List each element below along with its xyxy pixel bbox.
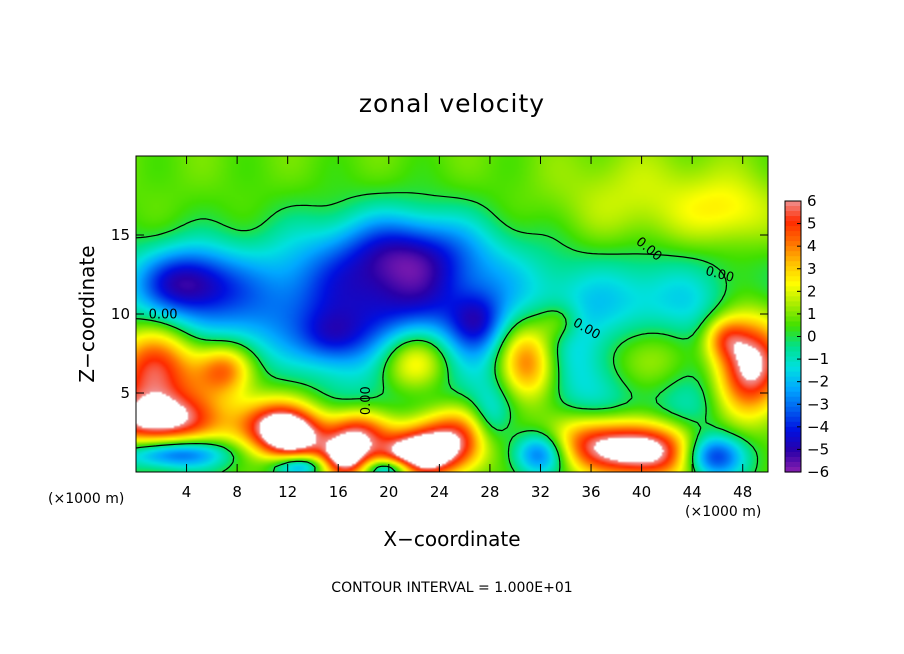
colorbar-swatch — [785, 346, 801, 353]
colorbar-swatch — [785, 236, 801, 242]
colorbar-tick-label: 5 — [807, 215, 817, 233]
colorbar-swatch — [785, 376, 801, 383]
colorbar-swatch — [785, 466, 801, 473]
colorbar-swatch — [785, 281, 801, 287]
colorbar-ticks: 6 5 4 3 2 1 0 −1 −2 −3 −4 −5 −6 — [797, 192, 829, 481]
colorbar-swatch — [785, 336, 801, 343]
x-tick-label: 32 — [531, 483, 550, 501]
colorbar-swatch — [785, 381, 801, 388]
colorbar-swatch — [785, 371, 801, 378]
colorbar-swatch — [785, 276, 801, 282]
colorbar-swatch — [785, 411, 801, 418]
x-tick-label: 28 — [480, 483, 499, 501]
colorbar-tick-label: 3 — [807, 260, 817, 278]
x-tick-label: 24 — [430, 483, 449, 501]
x-tick-label: 16 — [329, 483, 348, 501]
colorbar-swatch — [785, 286, 801, 292]
colorbar-swatch — [785, 206, 801, 212]
colorbar-swatch — [785, 201, 801, 207]
chart-title: zonal velocity — [359, 89, 545, 118]
colorbar-swatch — [785, 461, 801, 468]
colorbar-swatch — [785, 246, 801, 252]
x-tick-label: 44 — [683, 483, 702, 501]
colorbar-swatch — [785, 211, 801, 217]
contour-label: 0.00 — [704, 264, 736, 286]
x-unit-left: (×1000 m) — [48, 491, 124, 507]
x-axis-title: X−coordinate — [383, 527, 520, 551]
colorbar-swatch — [785, 331, 801, 338]
colorbar-swatch — [785, 356, 801, 363]
colorbar-swatch — [785, 296, 801, 302]
colorbar-swatch — [785, 316, 801, 323]
contour-interval-note: CONTOUR INTERVAL = 1.000E+01 — [331, 580, 572, 596]
colorbar-tick-label: 2 — [807, 282, 817, 300]
colorbar-tick-label: −3 — [807, 395, 829, 413]
colorbar-swatch — [785, 221, 801, 227]
colorbar-swatch — [785, 231, 801, 237]
colorbar-swatch — [785, 241, 801, 247]
heatmap-field — [136, 156, 768, 472]
colorbar — [784, 200, 802, 473]
y-tick-label: 10 — [111, 305, 130, 323]
colorbar-swatch — [785, 256, 801, 262]
contour-lines — [136, 192, 759, 472]
colorbar-swatch — [785, 401, 801, 408]
colorbar-swatch — [785, 321, 801, 328]
x-tick-label: 8 — [232, 483, 242, 501]
colorbar-tick-label: −6 — [807, 463, 829, 481]
colorbar-tick-label: −5 — [807, 440, 829, 458]
colorbar-swatch — [785, 361, 801, 368]
colorbar-tick-label: −4 — [807, 418, 829, 436]
colorbar-swatch — [785, 416, 801, 423]
x-tick-label: 40 — [632, 483, 651, 501]
colorbar-tick-label: 0 — [807, 328, 817, 346]
colorbar-swatch — [785, 391, 801, 398]
colorbar-tick-label: 4 — [807, 237, 817, 255]
colorbar-swatch — [785, 311, 801, 318]
colorbar-swatch — [785, 291, 801, 297]
contour-label: 0.00 — [149, 308, 178, 323]
colorbar-swatch — [785, 341, 801, 348]
y-axis-ticks: 5 10 15 — [111, 226, 768, 402]
x-tick-label: 48 — [733, 483, 752, 501]
colorbar-swatch — [785, 456, 801, 463]
colorbar-swatch — [785, 301, 801, 307]
colorbar-tick-label: −1 — [807, 350, 829, 368]
colorbar-swatch — [785, 271, 801, 277]
colorbar-swatch — [785, 386, 801, 393]
colorbar-swatch — [785, 426, 801, 433]
y-tick-label: 5 — [120, 384, 130, 402]
x-tick-label: 36 — [581, 483, 600, 501]
colorbar-swatch — [785, 251, 801, 257]
y-axis-title: Z−coordinate — [75, 245, 99, 382]
colorbar-swatch — [785, 261, 801, 267]
colorbar-swatch — [785, 441, 801, 448]
colorbar-swatch — [785, 446, 801, 453]
contour-zero — [136, 192, 759, 472]
contour-label: 0.00 — [359, 386, 374, 415]
colorbar-tick-label: 1 — [807, 305, 817, 323]
colorbar-tick-label: 6 — [807, 192, 817, 210]
colorbar-swatch — [785, 406, 801, 413]
colorbar-swatch — [785, 421, 801, 428]
colorbar-swatch — [785, 366, 801, 373]
colorbar-tick-label: −2 — [807, 373, 829, 391]
colorbar-swatch — [785, 431, 801, 438]
colorbar-swatch — [785, 226, 801, 232]
colorbar-swatch — [785, 351, 801, 358]
x-tick-label: 4 — [182, 483, 192, 501]
x-axis-ticks: 4 8 12 16 20 24 28 32 36 40 44 48 — [182, 156, 752, 501]
colorbar-swatch — [785, 436, 801, 443]
x-unit-right: (×1000 m) — [685, 504, 761, 520]
y-tick-label: 15 — [111, 226, 130, 244]
colorbar-swatch — [785, 266, 801, 272]
colorbar-swatch — [785, 306, 801, 313]
colorbar-swatch — [785, 326, 801, 333]
colorbar-swatch — [785, 216, 801, 222]
colorbar-swatch — [785, 451, 801, 458]
colorbar-swatch — [785, 396, 801, 403]
x-tick-label: 20 — [379, 483, 398, 501]
x-tick-label: 12 — [278, 483, 297, 501]
